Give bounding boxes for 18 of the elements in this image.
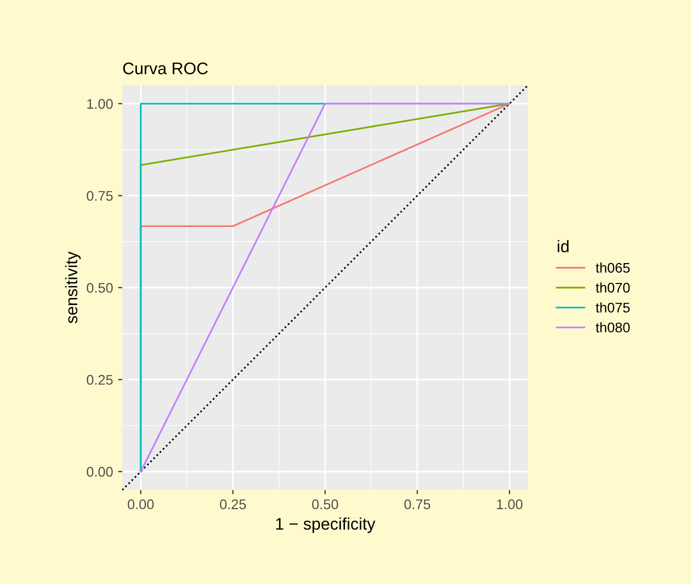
x-tick-label: 0.25 xyxy=(220,499,246,510)
y-tick-label: 0.50 xyxy=(86,282,113,293)
y-tick-label: 1.00 xyxy=(87,98,113,109)
legend-label: th065 xyxy=(596,262,630,273)
x-tick-label: 0.75 xyxy=(404,499,430,510)
x-axis-title: 1 − specificity xyxy=(276,518,376,534)
x-tick-label: 0.00 xyxy=(128,499,154,510)
legend-label: th080 xyxy=(596,322,630,332)
legend-label: th075 xyxy=(596,302,630,313)
legend-title: id xyxy=(558,240,569,252)
y-tick-label: 0.25 xyxy=(86,374,113,385)
y-axis-title: sensitivity xyxy=(65,252,81,324)
x-tick-label: 0.50 xyxy=(312,499,338,510)
x-tick-label: 1.00 xyxy=(497,499,522,510)
y-tick-label: 0.75 xyxy=(86,190,113,201)
y-tick-label: 0.00 xyxy=(86,466,113,477)
legend-label: th070 xyxy=(596,282,630,293)
chart-title: Curva ROC xyxy=(123,62,208,74)
